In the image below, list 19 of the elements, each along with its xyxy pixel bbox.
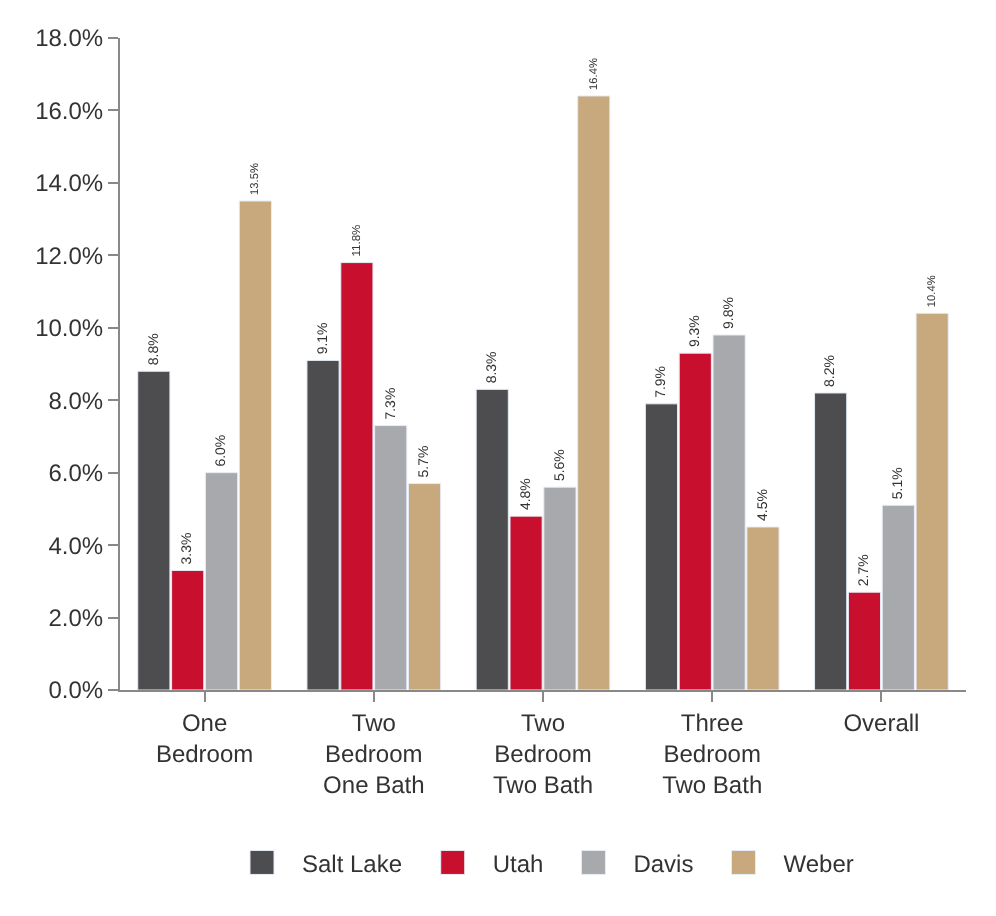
x-tick-label: Two Bedroom One Bath [323,708,425,800]
y-tick-label: 18.0% [35,24,104,53]
y-tick-label: 10.0% [35,314,104,343]
legend-label: Weber [783,849,854,878]
x-tick-label: Two Bedroom Two Bath [492,708,594,800]
y-tick-label: 12.0% [35,241,104,270]
y-tick-label: 8.0% [48,386,104,415]
y-tick-label: 16.0% [35,96,104,125]
y-tick-label: 6.0% [48,459,104,488]
legend-label: Utah [492,849,544,878]
y-tick-label: 0.0% [48,676,104,705]
x-tick-label: One Bedroom [155,708,254,768]
y-tick-label: 14.0% [35,169,104,198]
x-tick-label: Overall [843,708,920,737]
legend-label: Davis [633,849,694,878]
legend-label: Salt Lake [302,849,403,878]
y-tick-label: 2.0% [48,603,104,632]
y-tick-label: 4.0% [48,531,104,560]
x-tick-label: Three Bedroom Two Bath [662,708,763,800]
